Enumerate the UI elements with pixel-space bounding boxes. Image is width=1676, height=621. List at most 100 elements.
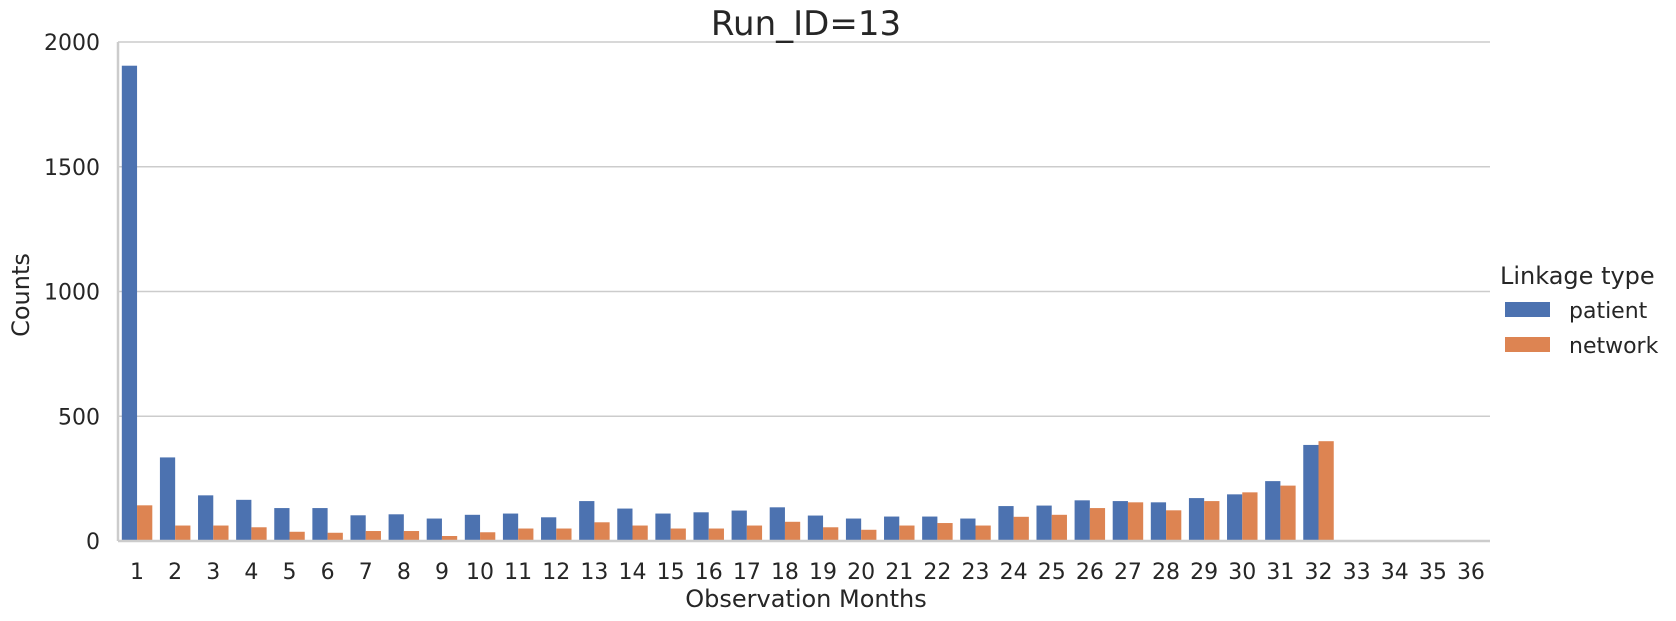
bar-network-10 <box>480 532 496 541</box>
bar-patient-4 <box>236 499 252 541</box>
x-tick-label: 8 <box>397 560 411 585</box>
x-tick-label: 26 <box>1076 560 1104 585</box>
y-tick-label: 0 <box>86 530 100 555</box>
gridlines <box>118 41 1490 418</box>
bar-network-2 <box>175 525 191 541</box>
legend: Linkage type patient network <box>1500 262 1659 359</box>
bar-network-24 <box>1013 516 1029 541</box>
bar-patient-1 <box>121 65 138 541</box>
bar-patient-18 <box>769 507 785 541</box>
bar-network-12 <box>556 528 572 541</box>
legend-swatch-network <box>1505 337 1550 352</box>
y-axis-label: Counts <box>7 253 35 337</box>
bar-patient-22 <box>922 516 938 541</box>
bar-patient-16 <box>693 512 709 541</box>
bar-patient-14 <box>617 508 633 541</box>
bar-network-27 <box>1127 502 1144 541</box>
x-tick-label: 29 <box>1190 560 1218 585</box>
bar-patient-7 <box>350 515 366 541</box>
x-tick-label: 31 <box>1266 560 1294 585</box>
x-tick-label: 9 <box>435 560 449 585</box>
bar-network-32 <box>1318 441 1334 541</box>
bar-patient-24 <box>998 506 1014 541</box>
axes <box>116 42 1490 543</box>
x-tick-label: 10 <box>466 560 494 585</box>
x-tick-label: 32 <box>1305 560 1333 585</box>
x-tick-label: 18 <box>771 560 799 585</box>
y-tick-label: 2000 <box>44 31 100 56</box>
x-tick-labels: 1 2 3 4 5 6 7 8 9 10 11 12 13 14 15 16 17 18 19 20 21 22 23 24 2… <box>130 560 1485 585</box>
x-tick-label: 5 <box>283 560 297 585</box>
legend-label-patient: patient <box>1569 299 1648 324</box>
bar-patient-28 <box>1150 502 1167 541</box>
bar-network-11 <box>518 528 534 541</box>
bar-patient-23 <box>960 518 976 541</box>
y-tick-label: 1500 <box>44 156 100 181</box>
x-tick-label: 24 <box>1000 560 1028 585</box>
x-tick-label: 11 <box>504 560 532 585</box>
bar-patient-2 <box>159 457 176 541</box>
x-tick-label: 2 <box>168 560 182 585</box>
bar-network-14 <box>632 525 648 541</box>
bar-network-31 <box>1280 485 1296 541</box>
bar-patient-17 <box>731 510 747 541</box>
bar-patient-12 <box>541 517 557 541</box>
bar-patient-27 <box>1112 501 1128 541</box>
bar-network-23 <box>975 525 991 541</box>
x-tick-label: 34 <box>1381 560 1409 585</box>
bar-network-5 <box>289 531 305 541</box>
x-tick-label: 21 <box>885 560 913 585</box>
bar-network-1 <box>137 505 153 541</box>
bar-patient-8 <box>388 514 404 541</box>
x-tick-label: 30 <box>1228 560 1256 585</box>
x-tick-label: 4 <box>244 560 258 585</box>
bar-network-9 <box>441 536 458 541</box>
bar-patient-3 <box>198 495 214 541</box>
bar-patient-15 <box>655 513 671 541</box>
x-tick-label: 1 <box>130 560 144 585</box>
x-tick-label: 22 <box>923 560 951 585</box>
bar-network-20 <box>861 529 877 541</box>
x-tick-label: 12 <box>542 560 570 585</box>
x-tick-label: 28 <box>1152 560 1180 585</box>
x-tick-label: 19 <box>809 560 837 585</box>
bar-patient-31 <box>1265 481 1281 541</box>
bar-patient-9 <box>426 518 442 541</box>
bar-patient-30 <box>1227 494 1243 541</box>
bar-network-16 <box>708 528 724 541</box>
y-tick-label: 1000 <box>44 281 100 306</box>
bar-patient-13 <box>579 501 595 541</box>
bar-patient-25 <box>1036 505 1052 541</box>
x-tick-label: 6 <box>321 560 335 585</box>
bars <box>121 65 1334 541</box>
bar-patient-11 <box>502 513 519 541</box>
bar-network-13 <box>594 522 610 541</box>
x-tick-label: 13 <box>580 560 608 585</box>
x-tick-label: 3 <box>206 560 220 585</box>
legend-swatch-patient <box>1505 302 1550 317</box>
x-tick-label: 17 <box>733 560 761 585</box>
x-axis-label: Observation Months <box>685 585 927 613</box>
bar-patient-10 <box>464 514 481 541</box>
bar-network-21 <box>899 525 915 541</box>
x-tick-label: 35 <box>1419 560 1447 585</box>
bar-network-28 <box>1166 510 1182 541</box>
bar-patient-29 <box>1188 498 1205 541</box>
bar-network-30 <box>1242 492 1258 541</box>
bar-patient-32 <box>1303 444 1319 541</box>
x-tick-label: 36 <box>1457 560 1485 585</box>
bar-network-18 <box>784 521 801 541</box>
x-tick-label: 23 <box>962 560 990 585</box>
x-tick-label: 7 <box>359 560 373 585</box>
x-tick-label: 14 <box>619 560 647 585</box>
bar-network-3 <box>213 525 229 541</box>
bar-network-4 <box>251 527 267 541</box>
x-tick-label: 25 <box>1038 560 1066 585</box>
y-tick-labels: 0 500 1000 1500 2000 <box>44 31 100 555</box>
bar-network-6 <box>327 532 343 541</box>
x-tick-label: 27 <box>1114 560 1142 585</box>
bar-patient-21 <box>884 516 900 541</box>
bar-patient-5 <box>274 508 290 541</box>
x-tick-label: 15 <box>657 560 685 585</box>
